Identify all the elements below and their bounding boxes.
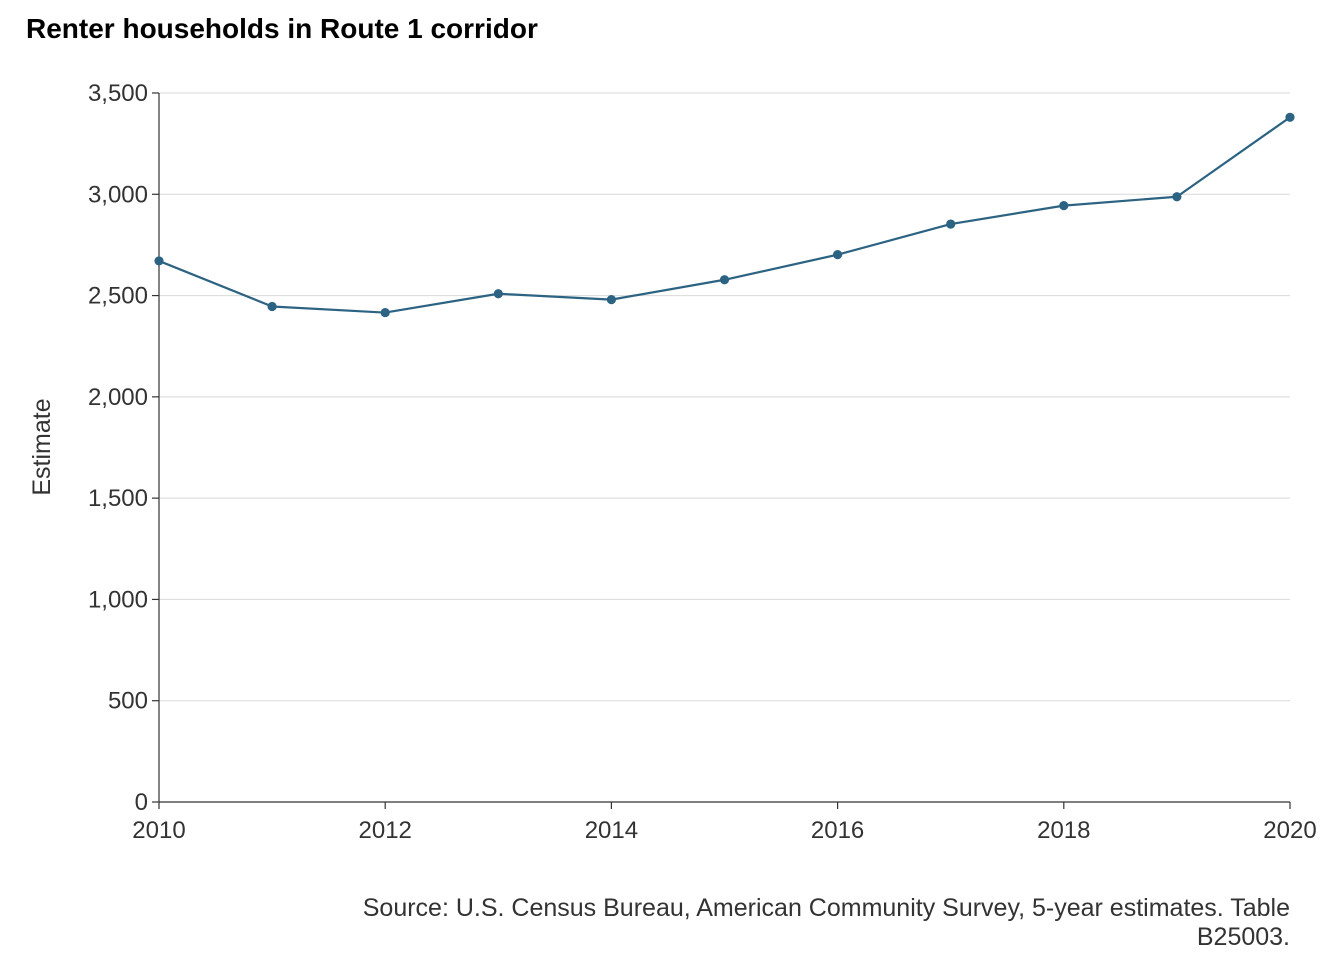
y-tick-label: 1,000 [88, 586, 148, 613]
x-tick-label: 2012 [359, 817, 412, 844]
y-tick-label: 3,500 [88, 80, 148, 107]
data-point [606, 295, 617, 305]
chart-title: Renter households in Route 1 corridor [26, 13, 538, 44]
x-tick-label: 2014 [585, 817, 638, 844]
data-point [833, 250, 843, 260]
gridlines [159, 92, 1290, 702]
data-point [1285, 112, 1295, 122]
axes: 0 500 1,000 1,500 2,000 2,500 3,000 3,500 2010 20… [88, 80, 1317, 844]
y-tick-label: 500 [108, 688, 148, 715]
x-tick-label: 2020 [1263, 817, 1316, 844]
data-point [1059, 201, 1069, 211]
y-tick-label: 2,000 [88, 384, 148, 411]
y-axis-title: Estimate [28, 398, 56, 495]
data-point [1172, 192, 1182, 202]
data-point [493, 289, 503, 299]
data-point [380, 307, 390, 318]
data-point [154, 256, 164, 266]
data-point [267, 301, 277, 312]
y-tick-label: 2,500 [88, 283, 148, 310]
y-tick-label: 1,500 [88, 485, 148, 512]
x-tick-label: 2016 [811, 817, 864, 844]
y-tick-label: 0 [135, 789, 148, 816]
y-tick-label: 3,000 [88, 181, 148, 208]
caption-line-1: Source: U.S. Census Bureau, American Com… [363, 894, 1290, 922]
data-point [946, 219, 956, 229]
data-series [154, 112, 1295, 318]
caption-line-2: B25003. [1197, 923, 1290, 951]
x-tick-label: 2018 [1037, 817, 1090, 844]
x-tick-label: 2010 [132, 817, 185, 844]
data-point [719, 275, 730, 285]
